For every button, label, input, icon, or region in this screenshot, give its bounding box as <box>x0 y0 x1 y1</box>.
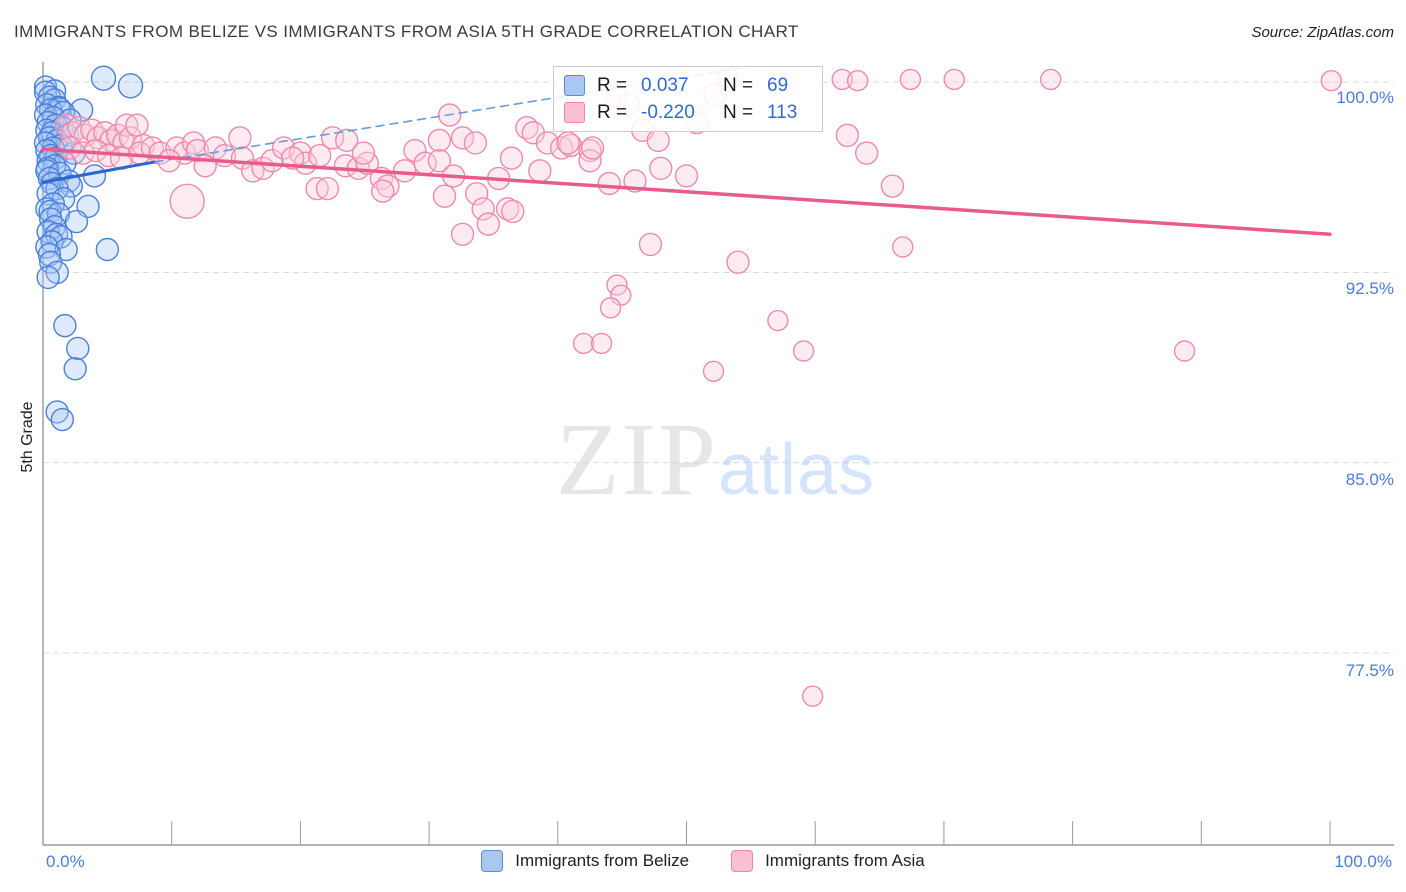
data-point-asia <box>846 70 869 92</box>
data-point-asia <box>58 136 82 160</box>
data-point-asia <box>1040 68 1062 91</box>
belize-legend-swatch <box>564 75 585 96</box>
asia-series-label: Immigrants from Asia <box>765 851 925 870</box>
data-point-belize <box>95 237 120 262</box>
data-point-belize <box>50 407 75 432</box>
data-point-belize <box>59 174 84 198</box>
data-point-asia <box>556 131 580 155</box>
data-point-asia <box>943 68 965 91</box>
belize-n-label: N = <box>723 74 754 96</box>
data-point-asia <box>572 332 595 355</box>
trendline-belize-solid <box>41 160 157 184</box>
belize-n-value: 69 <box>767 74 789 96</box>
data-point-asia <box>450 222 475 246</box>
data-point-belize <box>82 164 107 188</box>
data-point-belize <box>66 336 90 361</box>
legend-item-asia: Immigrants from Asia <box>731 850 925 872</box>
data-point-asia <box>702 360 725 383</box>
data-point-asia <box>726 250 750 274</box>
stats-row-belize: R = 0.037 N = 69 <box>564 75 812 97</box>
data-point-asia <box>831 68 853 91</box>
data-point-asia <box>501 199 525 224</box>
data-point-asia <box>767 309 789 332</box>
correlation-stats-legend: R = 0.037 N = 69 R = -0.220 N = 113 <box>553 66 823 132</box>
trendline-asia-solid <box>41 147 1332 237</box>
series-legend: Immigrants from Belize Immigrants from A… <box>0 850 1406 872</box>
data-point-asia <box>392 159 417 183</box>
data-point-asia <box>125 113 149 137</box>
data-point-asia <box>597 171 621 196</box>
asia-r-label: R = <box>597 101 628 123</box>
data-point-belize <box>38 199 62 224</box>
belize-r-value: 0.037 <box>641 74 689 96</box>
y-tick-85: 85.0% <box>1345 470 1394 489</box>
x-tick-min: 0.0% <box>46 852 85 871</box>
belize-series-swatch <box>481 850 504 872</box>
data-point-asia <box>499 146 524 170</box>
data-point-asia <box>1173 340 1196 362</box>
data-point-belize <box>90 65 117 91</box>
asia-series-swatch <box>731 850 754 872</box>
y-tick-100: 100.0% <box>1336 88 1394 107</box>
data-point-asia <box>580 136 605 160</box>
data-point-asia <box>465 181 489 206</box>
data-point-asia <box>854 141 879 165</box>
asia-legend-swatch <box>564 102 585 123</box>
data-point-asia <box>880 174 905 198</box>
data-point-belize <box>117 73 144 99</box>
data-point-asia <box>599 297 622 319</box>
data-point-asia <box>638 232 663 257</box>
data-point-belize <box>37 242 62 267</box>
data-point-asia <box>1320 70 1342 92</box>
data-point-asia <box>528 159 552 183</box>
data-point-asia <box>351 141 376 165</box>
y-tick-77-5: 77.5% <box>1345 661 1394 680</box>
data-point-asia <box>371 179 395 203</box>
data-point-asia <box>674 164 699 188</box>
data-point-asia <box>305 176 329 201</box>
asia-n-value: 113 <box>767 101 798 123</box>
data-point-asia <box>801 685 824 707</box>
y-axis-label: 5th Grade <box>19 401 36 473</box>
x-tick-max: 100.0% <box>1334 852 1392 871</box>
data-point-asia <box>114 113 139 137</box>
belize-series-label: Immigrants from Belize <box>515 851 690 870</box>
source-attribution: Source: ZipAtlas.com <box>1251 24 1394 41</box>
data-point-asia <box>476 212 501 236</box>
stats-row-asia: R = -0.220 N = 113 <box>564 102 812 124</box>
data-point-asia <box>649 156 673 180</box>
data-point-asia <box>432 184 457 208</box>
data-point-asia <box>471 197 495 221</box>
data-point-asia <box>535 131 560 155</box>
data-point-asia <box>646 128 670 153</box>
data-point-asia <box>335 128 359 153</box>
data-point-asia <box>892 236 914 258</box>
data-point-belize <box>64 209 89 234</box>
data-point-asia <box>427 128 452 153</box>
data-point-asia <box>463 131 488 155</box>
data-point-asia <box>427 148 452 173</box>
data-point-asia <box>835 123 860 147</box>
asia-r-value: -0.220 <box>641 101 695 123</box>
data-point-asia <box>450 126 475 150</box>
belize-r-label: R = <box>597 74 628 96</box>
data-point-belize <box>53 313 77 338</box>
data-point-asia <box>185 138 210 163</box>
legend-item-belize: Immigrants from Belize <box>481 850 689 872</box>
data-point-asia <box>228 126 252 150</box>
page-title: IMMIGRANTS FROM BELIZE VS IMMIGRANTS FRO… <box>14 22 799 41</box>
data-point-asia <box>792 340 815 362</box>
data-point-belize <box>36 265 60 290</box>
data-point-asia <box>899 68 922 91</box>
data-point-asia <box>590 332 613 355</box>
data-point-belize <box>63 357 87 381</box>
data-point-asia <box>169 183 205 219</box>
data-point-asia <box>315 176 340 201</box>
y-tick-92-5: 92.5% <box>1345 279 1394 298</box>
asia-n-label: N = <box>723 101 754 123</box>
